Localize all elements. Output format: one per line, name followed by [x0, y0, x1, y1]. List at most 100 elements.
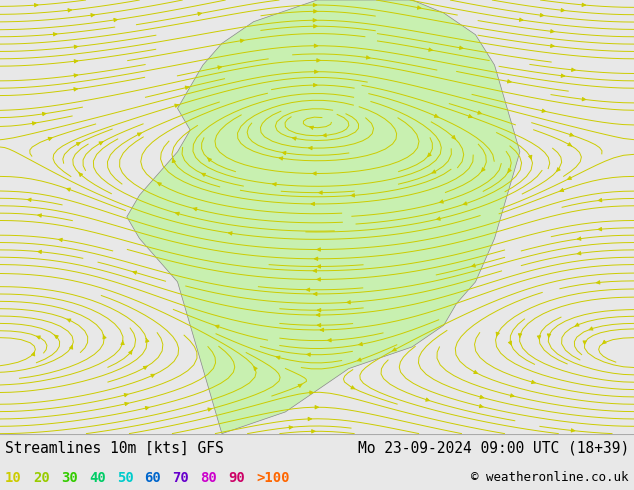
FancyArrowPatch shape: [583, 341, 586, 344]
FancyArrowPatch shape: [557, 168, 560, 172]
FancyArrowPatch shape: [77, 143, 81, 146]
FancyArrowPatch shape: [113, 19, 117, 22]
FancyArrowPatch shape: [121, 341, 124, 344]
FancyArrowPatch shape: [289, 426, 292, 429]
FancyArrowPatch shape: [312, 430, 315, 433]
FancyArrowPatch shape: [366, 56, 370, 59]
FancyArrowPatch shape: [542, 109, 546, 112]
FancyArrowPatch shape: [519, 18, 523, 22]
FancyArrowPatch shape: [32, 352, 35, 356]
FancyArrowPatch shape: [216, 325, 219, 328]
FancyArrowPatch shape: [474, 370, 477, 373]
FancyArrowPatch shape: [185, 86, 189, 89]
FancyArrowPatch shape: [472, 264, 476, 267]
FancyArrowPatch shape: [417, 6, 421, 9]
FancyArrowPatch shape: [208, 408, 212, 411]
FancyArrowPatch shape: [323, 134, 327, 137]
FancyArrowPatch shape: [133, 271, 136, 274]
Text: 60: 60: [145, 470, 161, 485]
FancyArrowPatch shape: [67, 319, 71, 322]
FancyArrowPatch shape: [309, 147, 312, 150]
Polygon shape: [127, 0, 520, 434]
FancyArrowPatch shape: [314, 44, 318, 48]
FancyArrowPatch shape: [198, 12, 202, 16]
FancyArrowPatch shape: [425, 398, 429, 401]
FancyArrowPatch shape: [74, 74, 77, 77]
FancyArrowPatch shape: [313, 172, 316, 175]
Text: 10: 10: [5, 470, 22, 485]
FancyArrowPatch shape: [538, 336, 541, 340]
FancyArrowPatch shape: [193, 208, 197, 211]
FancyArrowPatch shape: [307, 353, 310, 356]
FancyArrowPatch shape: [358, 358, 361, 361]
FancyArrowPatch shape: [540, 13, 544, 17]
FancyArrowPatch shape: [351, 194, 354, 197]
FancyArrowPatch shape: [151, 374, 155, 377]
FancyArrowPatch shape: [582, 3, 586, 6]
FancyArrowPatch shape: [318, 309, 321, 312]
FancyArrowPatch shape: [320, 328, 323, 332]
FancyArrowPatch shape: [469, 115, 472, 118]
FancyArrowPatch shape: [547, 334, 551, 338]
FancyArrowPatch shape: [34, 3, 38, 7]
FancyArrowPatch shape: [228, 232, 232, 235]
FancyArrowPatch shape: [53, 33, 57, 36]
FancyArrowPatch shape: [146, 338, 149, 343]
FancyArrowPatch shape: [175, 104, 178, 107]
FancyArrowPatch shape: [314, 24, 317, 28]
FancyArrowPatch shape: [298, 384, 302, 388]
FancyArrowPatch shape: [67, 188, 70, 191]
FancyArrowPatch shape: [550, 44, 554, 48]
FancyArrowPatch shape: [32, 122, 36, 125]
FancyArrowPatch shape: [561, 8, 564, 12]
Text: Mo 23-09-2024 09:00 UTC (18+39): Mo 23-09-2024 09:00 UTC (18+39): [358, 441, 629, 456]
FancyArrowPatch shape: [351, 386, 354, 389]
FancyArrowPatch shape: [561, 74, 565, 77]
FancyArrowPatch shape: [347, 300, 351, 304]
FancyArrowPatch shape: [38, 250, 41, 253]
FancyArrowPatch shape: [507, 80, 511, 83]
FancyArrowPatch shape: [74, 45, 78, 49]
FancyArrowPatch shape: [176, 212, 179, 216]
FancyArrowPatch shape: [429, 48, 432, 51]
FancyArrowPatch shape: [597, 281, 600, 284]
FancyArrowPatch shape: [103, 335, 106, 339]
FancyArrowPatch shape: [508, 169, 511, 172]
FancyArrowPatch shape: [37, 336, 41, 339]
FancyArrowPatch shape: [218, 66, 221, 69]
FancyArrowPatch shape: [70, 345, 73, 349]
FancyArrowPatch shape: [480, 395, 484, 398]
FancyArrowPatch shape: [202, 173, 205, 176]
Text: >100: >100: [256, 470, 290, 485]
FancyArrowPatch shape: [578, 251, 581, 255]
FancyArrowPatch shape: [572, 68, 575, 72]
FancyArrowPatch shape: [560, 189, 564, 192]
Text: Streamlines 10m [kts] GFS: Streamlines 10m [kts] GFS: [5, 441, 224, 456]
FancyArrowPatch shape: [452, 135, 455, 139]
FancyArrowPatch shape: [145, 407, 149, 410]
Text: 30: 30: [61, 470, 77, 485]
Text: 80: 80: [200, 470, 217, 485]
FancyArrowPatch shape: [598, 198, 602, 202]
FancyArrowPatch shape: [478, 111, 481, 114]
FancyArrowPatch shape: [359, 343, 363, 346]
FancyArrowPatch shape: [319, 191, 322, 194]
FancyArrowPatch shape: [550, 29, 554, 33]
FancyArrowPatch shape: [138, 133, 141, 136]
FancyArrowPatch shape: [529, 155, 532, 160]
FancyArrowPatch shape: [392, 348, 396, 351]
FancyArrowPatch shape: [314, 292, 317, 295]
FancyArrowPatch shape: [292, 137, 296, 140]
FancyArrowPatch shape: [316, 313, 320, 317]
FancyArrowPatch shape: [42, 112, 46, 116]
FancyArrowPatch shape: [240, 39, 244, 43]
FancyArrowPatch shape: [578, 237, 581, 240]
FancyArrowPatch shape: [571, 429, 574, 432]
FancyArrowPatch shape: [328, 339, 331, 342]
Text: 90: 90: [228, 470, 245, 485]
FancyArrowPatch shape: [567, 176, 571, 179]
FancyArrowPatch shape: [59, 238, 62, 242]
Text: 40: 40: [89, 470, 105, 485]
FancyArrowPatch shape: [276, 356, 280, 359]
FancyArrowPatch shape: [314, 10, 317, 13]
